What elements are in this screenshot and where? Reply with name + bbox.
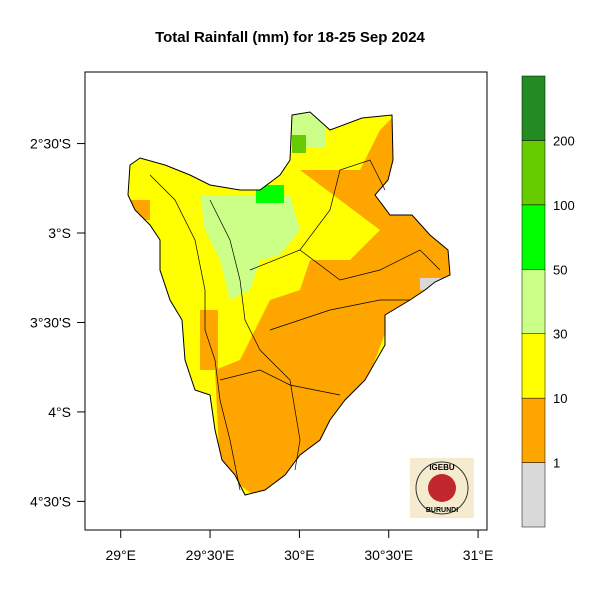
logo: IGEBU BURUNDI [410, 458, 474, 518]
colorbar-swatch [521, 140, 546, 206]
x-tick-label: 30°E [284, 547, 315, 563]
province-border [299, 249, 441, 281]
cell-lightgreen [200, 195, 300, 300]
logo-ring [415, 461, 469, 515]
colorbar: 1 10 30 50 100 200 [521, 75, 575, 528]
colorbar-label: 1 [553, 456, 560, 471]
province-border [149, 174, 241, 491]
map-title: Total Rainfall (mm) for 18-25 Sep 2024 [155, 29, 425, 46]
y-tick-label: 2°30'S [30, 136, 71, 152]
y-tick-label: 4°30'S [30, 493, 71, 509]
cell-green [256, 185, 284, 203]
colorbar-swatch [521, 397, 546, 463]
axes: 29°E 29°30'E 30°E 30°30'E 31°E 2°30'S 3°S 3°30'… [30, 136, 493, 563]
province-border [269, 299, 410, 331]
colorbar-label: 30 [553, 327, 567, 342]
colorbar-swatch [521, 75, 546, 141]
colorbar-label: 100 [553, 198, 575, 213]
colorbar-swatch [521, 333, 546, 399]
colorbar-swatch [521, 204, 546, 270]
logo-text: BURUNDI [426, 507, 458, 514]
colorbar-swatch [521, 462, 546, 528]
province-border [209, 199, 301, 471]
province-border [249, 159, 386, 271]
colorbar-label: 50 [553, 262, 567, 277]
province-border [219, 369, 341, 396]
colorbar-label: 10 [553, 391, 567, 406]
colorbar-swatch [521, 269, 546, 334]
x-tick-label: 30°30'E [364, 547, 413, 563]
x-tick-label: 29°30'E [186, 547, 235, 563]
x-tick-label: 31°E [463, 547, 494, 563]
y-tick-label: 4°S [48, 404, 71, 420]
x-tick-label: 29°E [105, 547, 136, 563]
logo-leopard [428, 474, 456, 502]
colorbar-label: 200 [553, 133, 575, 148]
y-tick-label: 3°30'S [30, 314, 71, 330]
logo-text: IGEBU [429, 463, 455, 472]
y-tick-label: 3°S [48, 225, 71, 241]
cell-green [292, 135, 306, 153]
